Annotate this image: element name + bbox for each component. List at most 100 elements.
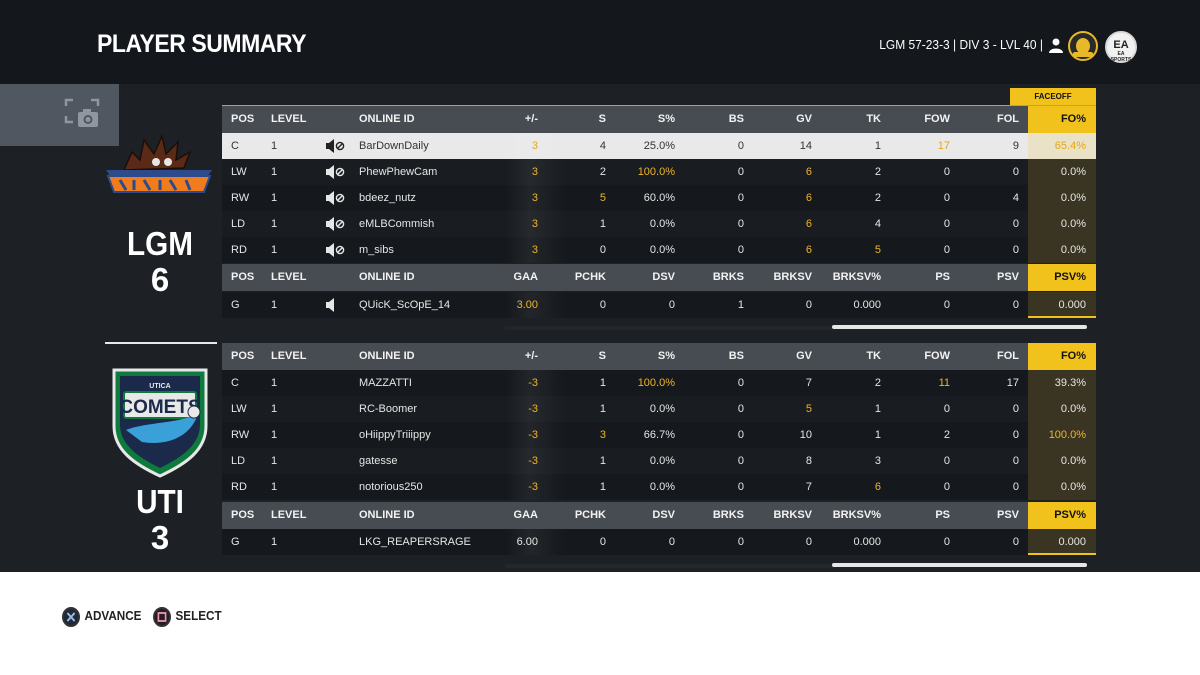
skater-row[interactable]: RD 1 m_sibs 3 0 0.0% 0 6 5 0 0 0.0%	[222, 237, 1096, 263]
online-id: BarDownDaily	[359, 140, 429, 152]
screenshot-icon	[64, 98, 100, 127]
goalie-row[interactable]: G 1 LKG_REAPERSRAGE 6.00 0 0 0 0 0.000 0 0 0.000	[222, 529, 1096, 555]
column-header: BRKSV	[773, 271, 812, 283]
skater-row[interactable]: LW 1 RC-Boomer -3 1 0.0% 0 5 1 0 0 0.0%	[222, 396, 1096, 422]
plus-minus: -3	[528, 455, 538, 467]
skater-row[interactable]: RW 1 oHiippyTriiippy -3 3 66.7% 0 10 1 2 0 100.0%	[222, 422, 1096, 448]
blocked-shots: 0	[737, 481, 744, 493]
shot-pct: 66.7%	[643, 429, 675, 441]
column-header: BRKSV	[773, 509, 812, 521]
shots: 3	[599, 429, 606, 441]
takeaways: 1	[874, 140, 881, 152]
giveaways: 6	[805, 166, 812, 178]
column-header: ONLINE ID	[359, 350, 415, 362]
faceoffs-won: 0	[943, 455, 950, 467]
position: G	[231, 299, 240, 311]
team-record: LGM 57-23-3 | DIV 3 - LVL 40 |	[879, 37, 1043, 52]
online-id: PhewPhewCam	[359, 166, 438, 178]
footer	[0, 572, 1200, 675]
skater-row[interactable]: LW 1 PhewPhewCam 3 2 100.0% 0 6 2 0 0 0.0%	[222, 159, 1096, 185]
shot-pct: 0.0%	[649, 218, 675, 230]
speaker-icon[interactable]	[325, 292, 345, 318]
team-score: 3	[150, 519, 170, 556]
shot-pct: 0.0%	[649, 244, 675, 256]
online-id: RC-Boomer	[359, 403, 418, 415]
goalie-row[interactable]: G 1 QUicK_ScOpE_14 3.00 0 0 1 0 0.000 0 0 0.000	[222, 292, 1096, 318]
blocked-shots: 0	[737, 455, 744, 467]
column-shade	[506, 159, 566, 185]
column-header: +/-	[524, 350, 538, 362]
blocked-shots: 0	[737, 429, 744, 441]
plus-minus: 3	[531, 218, 538, 230]
column-shade	[506, 529, 566, 555]
goalie_columns-header-row: POS LEVEL ONLINE ID GAA PCHK DSV BRKS BRKSV BRKS…	[222, 264, 1096, 291]
column-header: BRKSV%	[832, 509, 881, 521]
blocked-shots: 0	[737, 218, 744, 230]
column-header: LEVEL	[271, 271, 307, 283]
column-header: TK	[866, 350, 881, 362]
ea-sports-logo: EA EA SPORTS	[1105, 31, 1137, 63]
takeaways: 2	[874, 377, 881, 389]
scroll-track	[505, 564, 835, 568]
horizontal-scrollbar[interactable]	[832, 563, 1087, 567]
faceoffs-lost: 17	[1006, 377, 1019, 389]
column-shade	[506, 474, 566, 500]
top-bar: PLAYER SUMMARY LGM 57-23-3 | DIV 3 - LVL…	[0, 0, 1200, 84]
skater-row[interactable]: C 1 MAZZATTI -3 1 100.0% 0 7 2 11 17 39.3%	[222, 370, 1096, 396]
skater-row[interactable]: LD 1 gatesse -3 1 0.0% 0 8 3 0 0 0.0%	[222, 448, 1096, 474]
position: RD	[231, 244, 247, 256]
column-header: GAA	[513, 271, 538, 283]
column-header: GAA	[513, 509, 538, 521]
faceoff-percentage-label: FACEOFF PERCENTAGE	[1010, 88, 1096, 118]
column-shade	[506, 237, 566, 263]
screenshot-button[interactable]	[0, 84, 119, 146]
position: C	[231, 377, 239, 389]
shot-pct: 100.0%	[637, 377, 675, 389]
speaker-muted-icon[interactable]	[325, 185, 345, 211]
faceoff-pct: 100.0%	[1028, 422, 1096, 448]
online-id: QUicK_ScOpE_14	[359, 299, 451, 311]
advance-hint[interactable]: ADVANCE	[62, 605, 141, 627]
skater-row[interactable]: RW 1 bdeez_nutz 3 5 60.0% 0 6 2 0 4 0.0%	[222, 185, 1096, 211]
shots: 1	[599, 481, 606, 493]
select-label: SELECT	[175, 608, 222, 623]
skater-row[interactable]: RD 1 notorious250 -3 1 0.0% 0 7 6 0 0 0.0%	[222, 474, 1096, 500]
shot-pct: 100.0%	[637, 166, 675, 178]
column-header: POS	[231, 509, 255, 521]
speaker-muted-icon[interactable]	[325, 133, 345, 159]
column-header: BRKS	[712, 509, 744, 521]
faceoffs-won: 2	[943, 429, 950, 441]
faceoffs-lost: 0	[1012, 218, 1019, 230]
faceoffs-lost: 0	[1012, 244, 1019, 256]
giveaways: 14	[799, 140, 812, 152]
breakaway-saves: 0	[805, 536, 812, 548]
speaker-muted-icon[interactable]	[325, 159, 345, 185]
goalie_columns-header-row: POS LEVEL ONLINE ID GAA PCHK DSV BRKS BRKSV BRKS…	[222, 502, 1096, 529]
column-shade	[506, 211, 566, 237]
level: 1	[271, 218, 278, 230]
column-header: FOL	[997, 113, 1019, 125]
svg-text:UTICA: UTICA	[149, 383, 170, 390]
skater-row[interactable]: C 1 BarDownDaily 3 4 25.0% 0 14 1 17 9 65.4%	[222, 133, 1096, 159]
column-header: PS	[935, 271, 950, 283]
column-header: LEVEL	[271, 509, 307, 521]
takeaways: 5	[874, 244, 881, 256]
select-hint[interactable]: SELECT	[153, 605, 222, 627]
speaker-muted-icon[interactable]	[325, 211, 345, 237]
faceoffs-won: 0	[943, 403, 950, 415]
monsters-logo	[106, 133, 212, 193]
square-button-icon	[153, 606, 171, 627]
plus-minus: 3	[531, 166, 538, 178]
speaker-muted-icon[interactable]	[325, 237, 345, 263]
column-header: S	[598, 113, 606, 125]
cross-button-icon	[62, 606, 80, 627]
player-summary-screen: PLAYER SUMMARY LGM 57-23-3 | DIV 3 - LVL…	[0, 0, 1200, 572]
faceoff-pct: 39.3%	[1028, 370, 1096, 396]
column-header: POS	[231, 271, 255, 283]
takeaways: 2	[874, 192, 881, 204]
column-header: DSV	[652, 271, 675, 283]
team-abbr: LGM	[126, 225, 193, 262]
horizontal-scrollbar[interactable]	[832, 325, 1087, 329]
skater-row[interactable]: LD 1 eMLBCommish 3 1 0.0% 0 6 4 0 0 0.0%	[222, 211, 1096, 237]
position: LW	[231, 403, 247, 415]
